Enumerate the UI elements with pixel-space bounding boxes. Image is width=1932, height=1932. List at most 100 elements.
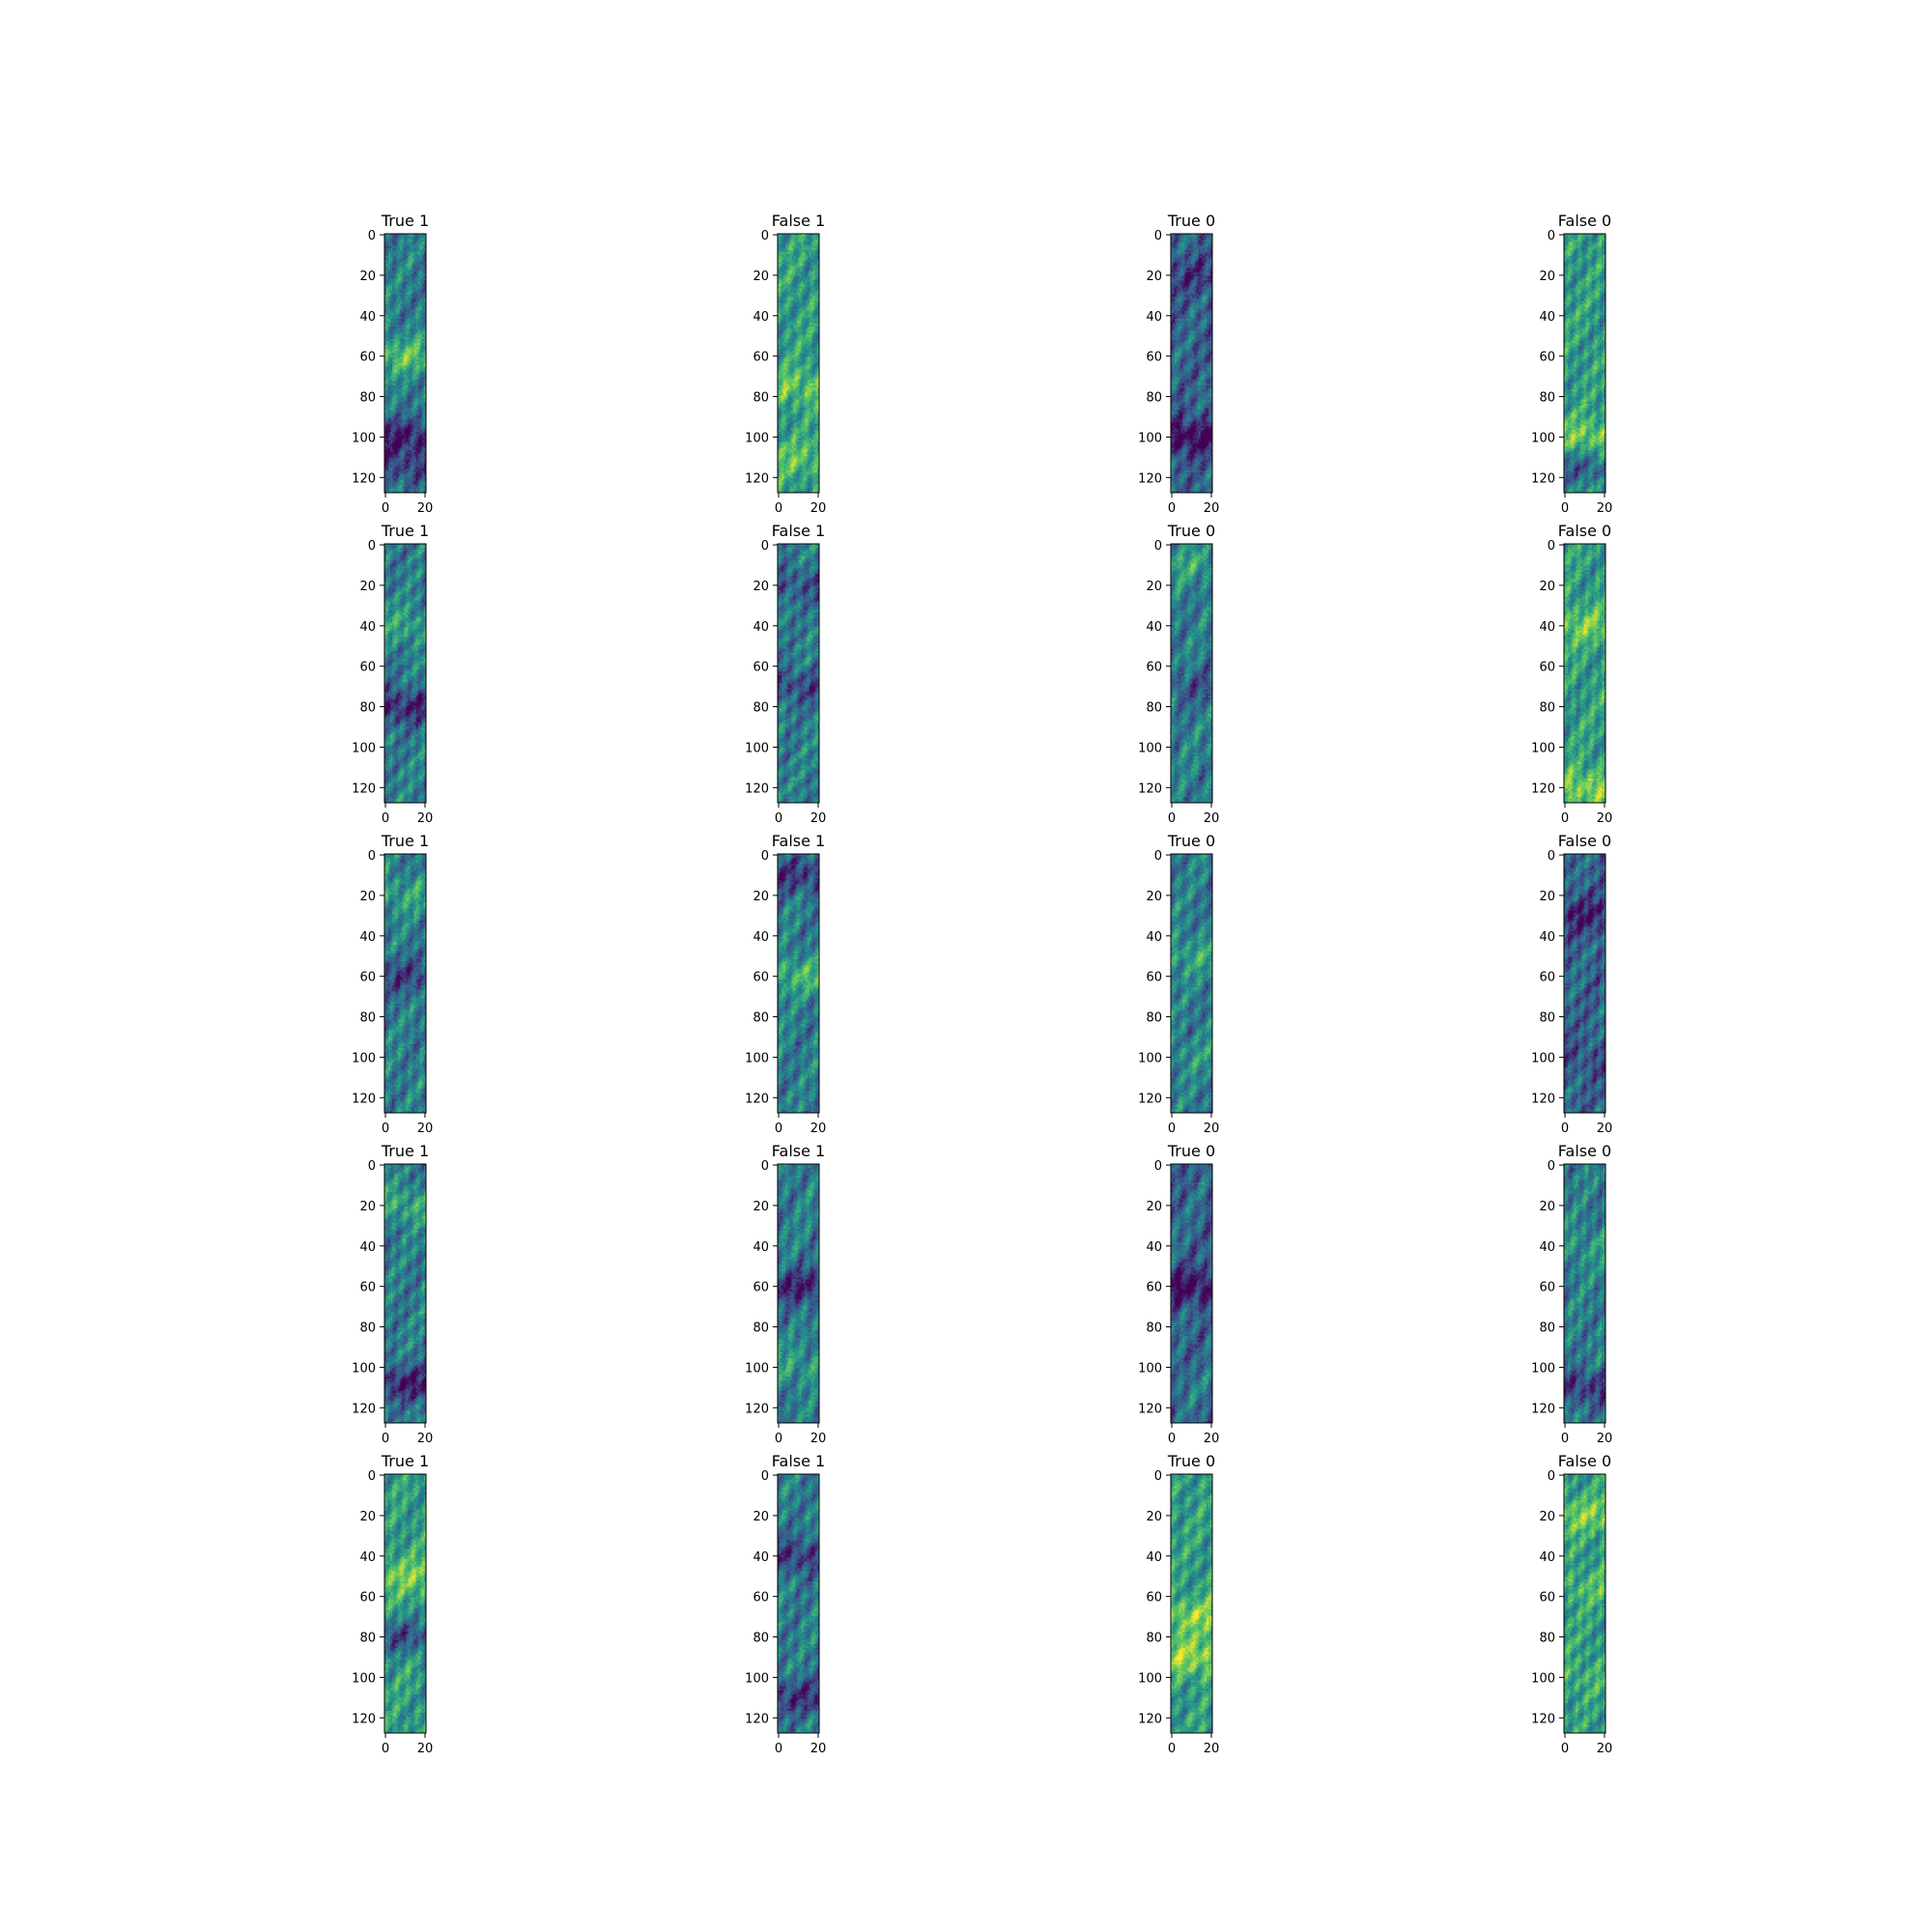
y-tick-label: 120 xyxy=(745,1402,769,1416)
y-tick-label: 0 xyxy=(368,849,376,864)
y-tick-label: 80 xyxy=(359,391,376,406)
x-tick-label: 20 xyxy=(1204,1742,1220,1756)
y-tick-label: 40 xyxy=(753,620,769,635)
subplot: True 0 0 20 40 60 80 100 120 0 20 xyxy=(1138,1452,1219,1756)
y-tick-label: 40 xyxy=(1539,1240,1555,1255)
x-tick-label: 20 xyxy=(1597,811,1613,826)
y-tick-label: 40 xyxy=(753,1550,769,1565)
x-tick-label: 0 xyxy=(1561,501,1569,516)
y-tick-label: 60 xyxy=(359,971,376,985)
y-tick-label: 120 xyxy=(1531,1712,1555,1726)
subplot-title: True 0 xyxy=(1167,212,1215,230)
axes-frame xyxy=(1563,543,1606,804)
x-tick-label: 20 xyxy=(417,1432,434,1446)
subplot-title: True 1 xyxy=(381,522,429,540)
y-tick-label: 100 xyxy=(1138,1051,1162,1065)
x-tick-label: 20 xyxy=(810,1122,827,1136)
y-tick-label: 40 xyxy=(1146,1550,1162,1565)
y-tick-label: 120 xyxy=(745,471,769,486)
y-tick-label: 20 xyxy=(1146,270,1162,284)
axes-frame xyxy=(1563,233,1606,494)
x-tick-label: 0 xyxy=(775,811,782,826)
y-tick-label: 100 xyxy=(1138,431,1162,445)
x-tick-label: 20 xyxy=(1597,1122,1613,1136)
axes-frame xyxy=(1170,1163,1213,1424)
subplot-title: True 0 xyxy=(1167,1142,1215,1160)
axes-frame xyxy=(777,1163,820,1424)
y-tick-label: 80 xyxy=(1146,391,1162,406)
y-tick-label: 100 xyxy=(745,1671,769,1686)
y-tick-label: 20 xyxy=(359,1200,376,1214)
y-tick-label: 100 xyxy=(352,431,376,445)
y-tick-label: 60 xyxy=(1146,661,1162,675)
y-tick-label: 60 xyxy=(359,351,376,365)
y-tick-label: 20 xyxy=(1539,1200,1555,1214)
y-tick-label: 120 xyxy=(1138,781,1162,796)
y-tick-label: 120 xyxy=(352,1402,376,1416)
y-tick-label: 20 xyxy=(1539,1510,1555,1524)
subplot: True 1 0 20 40 60 80 100 120 0 20 xyxy=(352,1142,433,1446)
subplot-title: True 1 xyxy=(381,1452,429,1470)
y-tick-label: 60 xyxy=(1146,351,1162,365)
y-tick-label: 60 xyxy=(1539,661,1555,675)
y-tick-label: 0 xyxy=(1548,229,1555,243)
y-tick-label: 120 xyxy=(1138,1092,1162,1106)
y-tick-label: 40 xyxy=(359,1240,376,1255)
x-tick-label: 0 xyxy=(1168,1742,1176,1756)
y-tick-label: 80 xyxy=(1146,1632,1162,1646)
subplot-title: True 0 xyxy=(1167,522,1215,540)
heatmap-image xyxy=(384,1164,426,1423)
y-tick-label: 100 xyxy=(1531,1671,1555,1686)
subplot-title: False 0 xyxy=(1558,212,1611,230)
y-tick-label: 80 xyxy=(359,1632,376,1646)
y-tick-label: 80 xyxy=(1539,391,1555,406)
y-tick-label: 20 xyxy=(359,1510,376,1524)
y-tick-label: 120 xyxy=(352,781,376,796)
y-tick-label: 40 xyxy=(359,620,376,635)
heatmap-image xyxy=(778,1474,819,1733)
y-tick-label: 60 xyxy=(1539,1281,1555,1295)
y-tick-label: 80 xyxy=(753,1011,769,1026)
heatmap-image xyxy=(384,854,426,1113)
y-tick-label: 20 xyxy=(753,1200,769,1214)
y-tick-label: 80 xyxy=(359,1321,376,1336)
y-tick-label: 100 xyxy=(745,1051,769,1065)
y-tick-label: 60 xyxy=(753,1591,769,1605)
y-tick-label: 0 xyxy=(368,539,376,554)
x-tick-label: 20 xyxy=(417,811,434,826)
y-tick-label: 40 xyxy=(359,310,376,325)
y-tick-label: 20 xyxy=(1146,1200,1162,1214)
heatmap-image xyxy=(1564,854,1605,1113)
y-tick-label: 100 xyxy=(745,431,769,445)
y-tick-label: 40 xyxy=(359,1550,376,1565)
subplot-title: True 1 xyxy=(381,212,429,230)
y-tick-label: 120 xyxy=(352,1712,376,1726)
y-tick-label: 100 xyxy=(745,741,769,755)
axes-frame xyxy=(777,853,820,1114)
y-tick-label: 40 xyxy=(1146,310,1162,325)
axes-frame xyxy=(1170,1473,1213,1734)
subplot-title: False 0 xyxy=(1558,832,1611,850)
x-tick-label: 20 xyxy=(417,1122,434,1136)
y-tick-label: 40 xyxy=(1539,620,1555,635)
y-tick-label: 80 xyxy=(1146,1321,1162,1336)
y-tick-label: 100 xyxy=(352,741,376,755)
x-tick-label: 20 xyxy=(1204,811,1220,826)
x-tick-label: 0 xyxy=(382,1432,389,1446)
heatmap-image xyxy=(1171,544,1212,803)
axes-frame xyxy=(384,1473,427,1734)
heatmap-image xyxy=(1171,854,1212,1113)
y-tick-label: 100 xyxy=(1138,1671,1162,1686)
y-tick-label: 100 xyxy=(1531,1361,1555,1376)
y-tick-label: 0 xyxy=(761,229,769,243)
y-tick-label: 80 xyxy=(753,1632,769,1646)
y-tick-label: 100 xyxy=(1531,741,1555,755)
x-tick-label: 0 xyxy=(1168,501,1176,516)
heatmap-image xyxy=(1564,1474,1605,1733)
